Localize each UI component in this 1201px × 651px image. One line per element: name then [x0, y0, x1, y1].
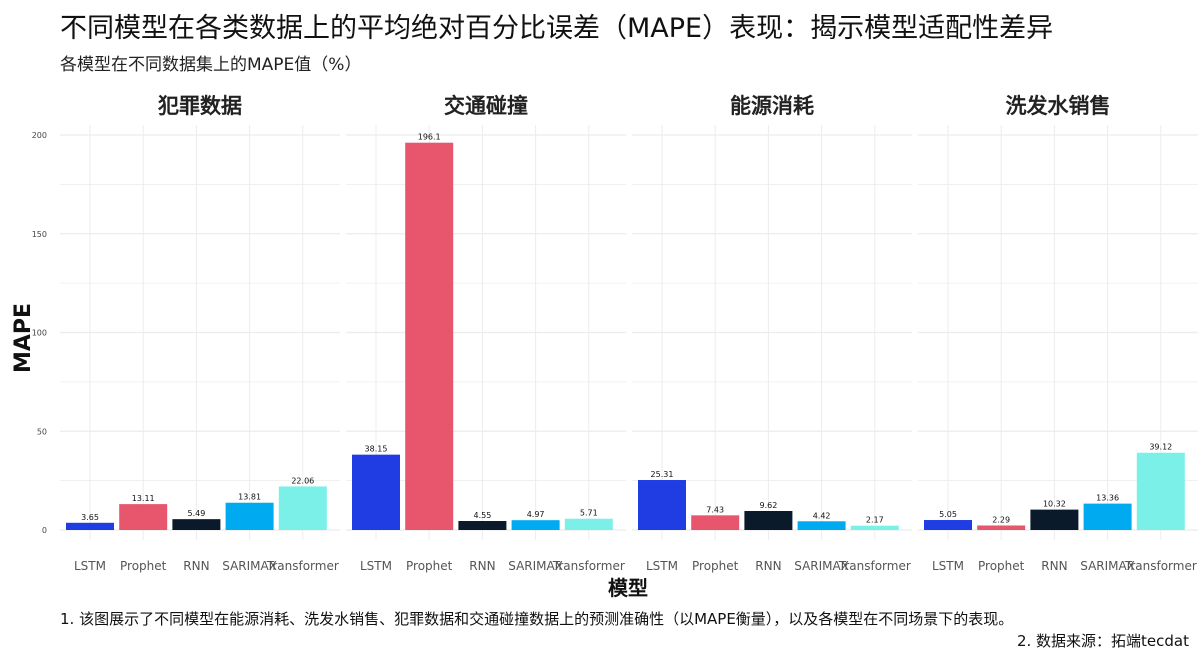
bar-value-label: 3.65	[81, 513, 99, 522]
bar-value-label: 22.06	[291, 476, 314, 485]
x-tick-label: RNN	[1041, 559, 1067, 573]
bar-transformer	[1136, 452, 1185, 530]
bar-sarimax	[1083, 503, 1132, 530]
x-axis-label: 模型	[608, 576, 648, 600]
bar-rnn	[744, 511, 793, 530]
bar-value-label: 38.15	[365, 445, 388, 454]
bar-prophet	[405, 142, 454, 530]
bar-transformer	[564, 518, 613, 530]
x-tick-label: Transformer	[1124, 559, 1197, 573]
x-tick-label: SARIMAX	[1080, 559, 1135, 573]
x-tick-label: Prophet	[978, 559, 1025, 573]
x-tick-label: LSTM	[932, 559, 964, 573]
footnote-2: 2. 数据来源：拓端tecdat	[1016, 632, 1189, 650]
x-tick-label: Prophet	[120, 559, 167, 573]
bar-rnn	[458, 521, 507, 530]
x-tick-label: Prophet	[406, 559, 453, 573]
x-tick-label: LSTM	[74, 559, 106, 573]
bar-value-label: 13.36	[1096, 494, 1119, 503]
bar-value-label: 4.55	[473, 511, 491, 520]
y-tick-label: 0	[42, 526, 47, 535]
x-tick-label: SARIMAX	[222, 559, 277, 573]
bar-sarimax	[797, 521, 846, 530]
y-tick-label: 200	[32, 131, 47, 140]
x-tick-label: Transformer	[838, 559, 911, 573]
bar-value-label: 10.32	[1043, 500, 1066, 509]
bar-lstm	[352, 454, 400, 530]
facet-title: 交通碰撞	[444, 94, 528, 118]
bar-prophet	[119, 504, 168, 530]
bar-value-label: 5.71	[580, 509, 598, 518]
bar-value-label: 9.62	[759, 501, 777, 510]
x-tick-label: RNN	[183, 559, 209, 573]
bar-transformer	[278, 486, 327, 530]
bar-value-label: 7.43	[706, 505, 724, 514]
chart-title: 不同模型在各类数据上的平均绝对百分比误差（MAPE）表现：揭示模型适配性差异	[60, 13, 1054, 44]
x-tick-label: SARIMAX	[794, 559, 849, 573]
bar-value-label: 25.31	[651, 470, 674, 479]
chart-subtitle: 各模型在不同数据集上的MAPE值（%）	[60, 55, 362, 75]
bar-value-label: 39.12	[1149, 443, 1172, 452]
y-tick-label: 150	[32, 230, 47, 239]
x-tick-label: LSTM	[360, 559, 392, 573]
bar-rnn	[1030, 509, 1079, 530]
x-tick-label: Transformer	[552, 559, 625, 573]
bar-value-label: 5.05	[939, 510, 957, 519]
y-tick-label: 100	[32, 329, 47, 338]
bar-lstm	[924, 520, 972, 530]
bar-value-label: 13.81	[238, 493, 261, 502]
x-tick-label: LSTM	[646, 559, 678, 573]
bar-transformer	[850, 525, 899, 530]
x-tick-label: RNN	[469, 559, 495, 573]
x-tick-label: SARIMAX	[508, 559, 563, 573]
y-tick-label: 50	[37, 427, 47, 436]
facet-title: 洗发水销售	[1006, 94, 1111, 118]
bar-value-label: 4.97	[527, 510, 545, 519]
bar-value-label: 13.11	[132, 494, 155, 503]
bar-value-label: 2.17	[866, 516, 884, 525]
bar-value-label: 196.1	[418, 133, 441, 142]
bar-lstm	[66, 522, 114, 530]
bar-lstm	[638, 480, 686, 530]
bar-rnn	[172, 519, 221, 530]
bar-prophet	[691, 515, 740, 530]
bar-sarimax	[511, 520, 560, 530]
bar-value-label: 2.29	[992, 515, 1010, 524]
x-tick-label: Transformer	[266, 559, 339, 573]
bar-prophet	[977, 525, 1026, 530]
facet-title: 犯罪数据	[157, 94, 242, 118]
x-tick-label: RNN	[755, 559, 781, 573]
y-axis-label: MAPE	[11, 303, 36, 373]
facet-title: 能源消耗	[730, 94, 814, 118]
bar-value-label: 5.49	[187, 509, 205, 518]
bar-value-label: 4.42	[813, 511, 831, 520]
footnote-1: 1. 该图展示了不同模型在能源消耗、洗发水销售、犯罪数据和交通碰撞数据上的预测准…	[60, 610, 1014, 628]
bar-sarimax	[225, 502, 274, 530]
x-tick-label: Prophet	[692, 559, 739, 573]
